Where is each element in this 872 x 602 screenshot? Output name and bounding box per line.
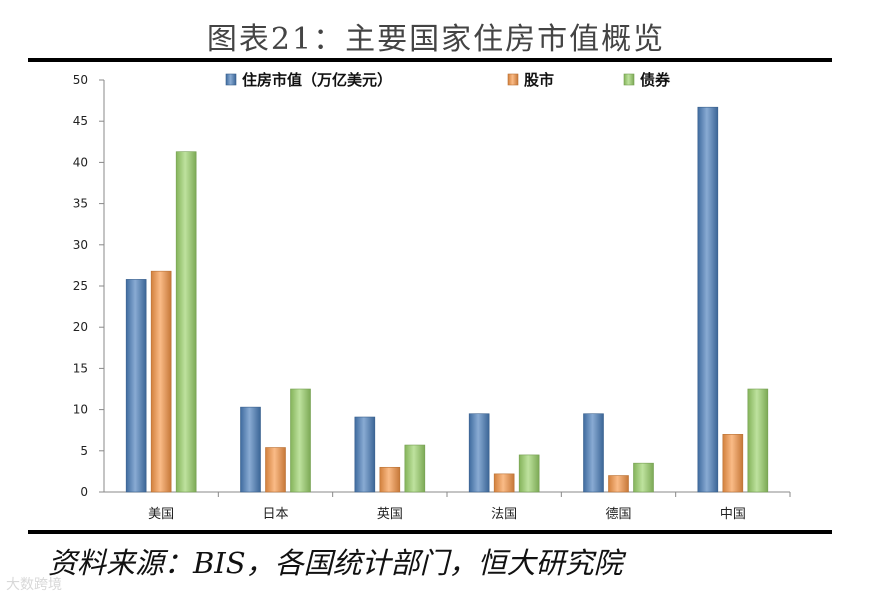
y-tick-label: 40 xyxy=(73,155,88,169)
bar-stock xyxy=(150,270,172,493)
bar-stock xyxy=(722,434,744,493)
y-tick-label: 0 xyxy=(80,485,88,499)
chart-axes: 0 5 10 15 20 25 30 35 40 45 50 美国 日本 英国 法国 德国 中国 xyxy=(73,73,791,522)
y-tick-label: 10 xyxy=(73,403,88,417)
x-tick-label: 美国 xyxy=(148,507,174,522)
bar-stock xyxy=(265,447,286,493)
legend-swatch xyxy=(507,73,519,86)
y-tick-label: 25 xyxy=(73,279,88,293)
legend-label: 住房市值（万亿美元） xyxy=(242,71,392,89)
y-tick-label: 45 xyxy=(73,114,88,128)
legend-swatch xyxy=(623,73,635,86)
top-rule xyxy=(28,58,832,62)
bar-bond xyxy=(175,151,197,493)
y-tick-label: 30 xyxy=(73,238,88,252)
x-tick-label: 德国 xyxy=(605,507,631,522)
y-tick-label: 20 xyxy=(73,320,88,334)
legend-swatch xyxy=(225,73,237,86)
bar-bond xyxy=(404,444,426,493)
y-tick-label: 50 xyxy=(73,73,88,87)
bar-housing xyxy=(240,406,261,493)
x-tick-label: 中国 xyxy=(720,507,746,522)
bar-bond xyxy=(633,462,654,493)
x-tick-label: 法国 xyxy=(491,507,517,522)
legend-label: 股市 xyxy=(524,71,554,89)
bar-housing xyxy=(125,279,147,493)
x-tick-label: 英国 xyxy=(377,507,403,522)
bar-housing xyxy=(354,416,376,493)
bar-stock xyxy=(608,475,629,493)
watermark: 大数跨境 xyxy=(6,577,62,593)
bar-stock xyxy=(379,466,401,493)
y-tick-label: 5 xyxy=(80,444,88,458)
chart-bars xyxy=(125,106,769,493)
x-tick-label: 日本 xyxy=(262,507,288,522)
bar-bond xyxy=(290,388,311,493)
chart-legend: 住房市值（万亿美元） 股市 债券 xyxy=(225,71,671,89)
bottom-rule xyxy=(28,530,832,534)
bar-housing xyxy=(468,413,490,493)
source-note: 资料来源：BIS，各国统计部门，恒大研究院 xyxy=(48,546,623,580)
legend-label: 债券 xyxy=(640,71,671,89)
bar-bond xyxy=(518,454,540,493)
y-tick-label: 35 xyxy=(73,197,88,211)
bar-housing xyxy=(697,106,719,493)
bar-housing xyxy=(583,413,604,493)
y-tick-label: 15 xyxy=(73,361,88,375)
bar-stock xyxy=(493,473,515,493)
bar-bond xyxy=(747,388,769,493)
chart-title: 图表21：主要国家住房市值概览 xyxy=(206,22,666,57)
